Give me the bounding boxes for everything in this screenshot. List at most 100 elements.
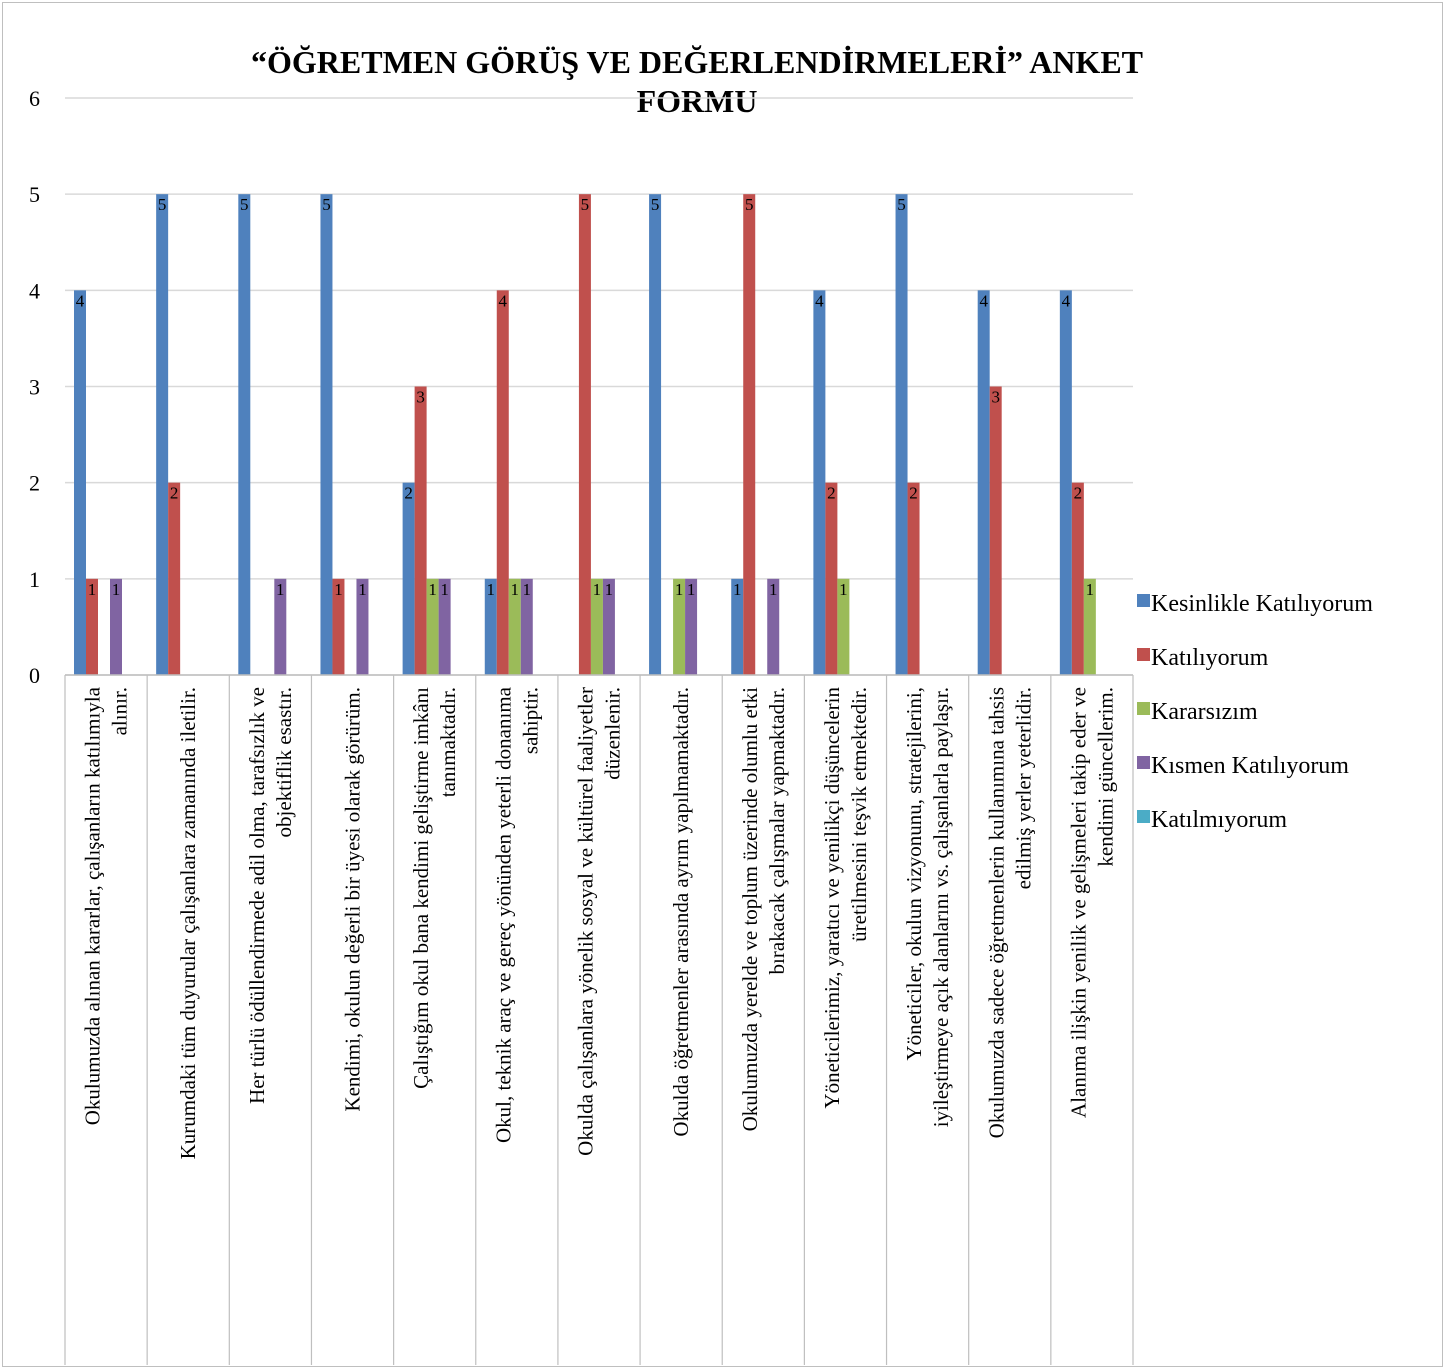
category-label-line: alınır. bbox=[108, 687, 132, 735]
chart-title-line-2: FORMU bbox=[637, 83, 758, 119]
data-label: 1 bbox=[276, 580, 285, 599]
bar bbox=[520, 578, 533, 675]
bar bbox=[496, 290, 509, 675]
data-label: 5 bbox=[581, 195, 590, 214]
bar bbox=[685, 578, 698, 675]
y-tick-label: 3 bbox=[29, 375, 40, 400]
category-label-line: Kurumdaki tüm duyurular çalışanlara zama… bbox=[176, 687, 200, 1159]
data-label: 2 bbox=[170, 484, 179, 503]
data-label: 2 bbox=[404, 484, 413, 503]
bar bbox=[86, 578, 98, 675]
data-label: 2 bbox=[1074, 484, 1083, 503]
legend-swatch bbox=[1137, 756, 1150, 769]
data-label: 4 bbox=[815, 291, 824, 310]
data-label: 5 bbox=[651, 195, 660, 214]
bar bbox=[426, 578, 439, 675]
data-label: 1 bbox=[334, 580, 343, 599]
bar bbox=[356, 578, 369, 675]
bar bbox=[590, 578, 603, 675]
bar bbox=[825, 482, 838, 675]
y-tick-label: 0 bbox=[29, 663, 40, 688]
y-tick-label: 6 bbox=[29, 86, 40, 111]
category-label-line: Okulumuzda sadece öğretmenlerin kullanım… bbox=[984, 687, 1008, 1138]
bar bbox=[168, 482, 181, 675]
data-label: 2 bbox=[909, 484, 918, 503]
bar bbox=[238, 194, 251, 675]
category-label-line: üretilmesini teşvik etmektedir. bbox=[847, 687, 871, 942]
bar bbox=[649, 194, 662, 675]
legend-swatch bbox=[1137, 702, 1150, 715]
category-label: Her türlü ödüllendirmede adil olma, tara… bbox=[245, 687, 296, 1104]
bar bbox=[110, 578, 122, 675]
bar bbox=[156, 194, 169, 675]
bar bbox=[438, 578, 451, 675]
category-label-line: Yöneticilerimiz, yaratıcı ve yenilikçi d… bbox=[820, 687, 844, 1109]
data-label: 4 bbox=[979, 291, 988, 310]
data-label: 5 bbox=[158, 195, 167, 214]
legend-item: Kararsızım bbox=[1137, 699, 1258, 725]
data-label: 1 bbox=[88, 580, 97, 599]
category-label: Okulumuzda alınan kararlar, çalışanların… bbox=[81, 686, 132, 1125]
category-label-line: kendimi güncellerim. bbox=[1093, 687, 1117, 867]
bar bbox=[484, 578, 497, 675]
data-label: 4 bbox=[1062, 291, 1071, 310]
legend-label: Kararsızım bbox=[1151, 699, 1258, 725]
category-label-line: Yöneticiler, okulun vizyonunu, stratejil… bbox=[902, 687, 926, 1061]
bar bbox=[907, 482, 920, 675]
bar bbox=[731, 578, 744, 675]
bars bbox=[74, 194, 1096, 675]
data-label: 4 bbox=[499, 291, 508, 310]
category-label: Kurumdaki tüm duyurular çalışanlara zama… bbox=[176, 687, 200, 1159]
category-label-line: tanımaktadır. bbox=[436, 687, 460, 797]
data-label: 1 bbox=[605, 580, 614, 599]
legend-item: Katılmıyorum bbox=[1137, 807, 1287, 833]
category-label-line: bırakacak çalışmalar yapmaktadır. bbox=[765, 687, 789, 974]
legend-swatch bbox=[1137, 810, 1150, 823]
category-label-line: iyileştirmeye açık alanlarını vs. çalışa… bbox=[929, 687, 953, 1127]
data-label: 1 bbox=[839, 580, 848, 599]
category-label: Okulumuzda yerelde ve toplum üzerinde ol… bbox=[738, 687, 789, 1132]
category-label-line: Çalıştığım okul bana kendimi geliştirme … bbox=[409, 687, 433, 1089]
bar bbox=[837, 578, 850, 675]
category-label-line: düzenlenir. bbox=[601, 687, 625, 780]
data-label: 1 bbox=[511, 580, 520, 599]
data-label: 1 bbox=[487, 580, 496, 599]
legend-swatch bbox=[1137, 594, 1150, 607]
category-label: Okul, teknik araç ve gereç yönünden yete… bbox=[491, 686, 542, 1143]
data-label: 5 bbox=[897, 195, 906, 214]
category-label: Yöneticilerimiz, yaratıcı ve yenilikçi d… bbox=[820, 687, 871, 1109]
bar bbox=[1083, 578, 1096, 675]
data-label: 3 bbox=[416, 388, 425, 407]
bar bbox=[989, 386, 1002, 675]
data-label: 1 bbox=[523, 580, 532, 599]
y-tick-label: 4 bbox=[29, 278, 40, 303]
bar bbox=[414, 386, 427, 675]
chart-title-line-1: “ÖĞRETMEN GÖRÜŞ VE DEĞERLENDİRMELERİ” AN… bbox=[251, 44, 1143, 80]
legend-item: Kısmen Katılıyorum bbox=[1137, 753, 1349, 779]
data-label: 5 bbox=[322, 195, 331, 214]
bar bbox=[1071, 482, 1084, 675]
category-label-line: Kendimi, okulun değerli bir üyesi olarak… bbox=[341, 687, 365, 1112]
bar bbox=[508, 578, 521, 675]
bar bbox=[320, 194, 333, 675]
category-label-line: sahiptir. bbox=[518, 687, 542, 754]
data-label: 1 bbox=[428, 580, 437, 599]
bar bbox=[673, 578, 686, 675]
y-tick-label: 2 bbox=[29, 471, 40, 496]
category-label: Yöneticiler, okulun vizyonunu, stratejil… bbox=[902, 687, 953, 1127]
legend-label: Kesinlikle Katılıyorum bbox=[1151, 591, 1373, 617]
category-label: Çalıştığım okul bana kendimi geliştirme … bbox=[409, 687, 460, 1089]
data-label: 5 bbox=[745, 195, 754, 214]
bar bbox=[332, 578, 345, 675]
data-label: 1 bbox=[675, 580, 684, 599]
legend-label: Katılmıyorum bbox=[1151, 807, 1287, 833]
y-tick-label: 5 bbox=[29, 182, 40, 207]
category-label: Kendimi, okulun değerli bir üyesi olarak… bbox=[341, 687, 365, 1112]
category-label-line: Okulda çalışanlara yönelik sosyal ve kül… bbox=[574, 687, 598, 1156]
category-label: Okulda öğretmenler arasında ayrım yapılm… bbox=[669, 687, 693, 1137]
category-label-line: Okul, teknik araç ve gereç yönünden yete… bbox=[491, 686, 515, 1143]
chart-title: “ÖĞRETMEN GÖRÜŞ VE DEĞERLENDİRMELERİ” AN… bbox=[251, 44, 1143, 119]
data-label: 4 bbox=[76, 291, 85, 310]
